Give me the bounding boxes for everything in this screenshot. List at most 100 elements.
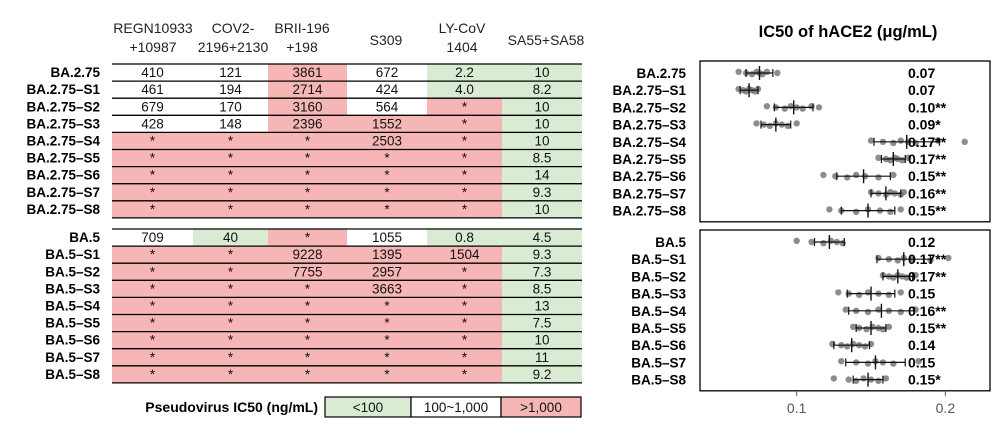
cell-bg-BA.5–S6-2 — [193, 331, 268, 349]
cell-value: * — [305, 168, 311, 183]
cell-bg-BA.5–S4-5 — [427, 297, 502, 315]
cell-bg-BA.2.75–S5-1 — [112, 149, 193, 167]
cell-value: * — [305, 367, 311, 382]
cell-value: * — [228, 299, 234, 314]
column-header-3-line-1: BRII-196 — [274, 20, 329, 36]
cell-bg-BA.2.75–S4-1 — [112, 132, 193, 150]
cell-bg-BA.5–S5-5 — [427, 314, 502, 332]
data-point — [766, 122, 774, 129]
cell-bg-BA.2.75–S2-6 — [502, 98, 582, 116]
plot-title: IC50 of hACE2 (μg/mL) — [759, 23, 938, 41]
data-point — [915, 358, 922, 365]
cell-value: 10 — [534, 333, 549, 348]
cell-value: * — [462, 202, 468, 217]
cell-value: 10 — [534, 134, 549, 149]
cell-bg-BA.2.75–S4-4 — [347, 132, 427, 150]
plot-row-label: BA.5–S6 — [631, 338, 686, 353]
data-point — [838, 358, 845, 365]
row-label: BA.5–S3 — [45, 281, 100, 296]
cell-bg-BA.5–S6-3 — [268, 331, 347, 349]
data-point — [835, 289, 842, 296]
cell-value: * — [150, 316, 156, 331]
cell-value: 10 — [534, 65, 549, 80]
cell-value: * — [228, 247, 234, 262]
cell-value: 7.5 — [533, 316, 552, 331]
cell-value: * — [228, 168, 234, 183]
cell-value: * — [305, 316, 311, 331]
cell-bg-BA.5–S6-1 — [112, 331, 193, 349]
cell-value: * — [150, 202, 156, 217]
cell-value: 8.5 — [533, 281, 552, 296]
cell-value: 672 — [376, 65, 399, 80]
cell-bg-BA.5–S2-2 — [193, 263, 268, 281]
cell-bg-BA.2.75–S3-3 — [268, 115, 347, 133]
data-point — [875, 254, 882, 262]
cell-value: * — [462, 99, 468, 114]
data-point — [897, 289, 904, 296]
data-point — [890, 139, 897, 147]
cell-bg-BA.2.75–S6-6 — [502, 166, 582, 184]
plot-row-label: BA.5–S4 — [631, 304, 686, 319]
cell-bg-BA.5-2 — [193, 229, 268, 247]
cell-value: * — [228, 264, 234, 279]
column-header-2-line-2: 2196+2130 — [198, 39, 269, 55]
cell-value: * — [462, 281, 468, 296]
data-point — [869, 323, 876, 330]
legend-label: <100 — [353, 400, 383, 415]
mean-value-label: 0.17** — [908, 268, 947, 284]
data-point — [763, 103, 771, 110]
data-point — [844, 174, 851, 181]
cell-bg-BA.2.75–S8-2 — [193, 200, 268, 218]
cell-bg-BA.5–S7-6 — [502, 348, 582, 366]
cell-bg-BA.2.75–S7-2 — [193, 183, 268, 201]
plot-row-label: BA.5–S3 — [631, 287, 686, 302]
cell-bg-BA.2.75–S8-4 — [347, 200, 427, 218]
data-point — [849, 323, 857, 330]
cell-value: * — [462, 134, 468, 149]
cell-bg-BA.5–S8-1 — [112, 365, 193, 383]
data-point — [793, 237, 800, 244]
cell-value: * — [384, 185, 390, 200]
cell-bg-BA.5–S4-2 — [193, 297, 268, 315]
row-label: BA.2.75–S1 — [26, 82, 100, 97]
data-point — [815, 104, 823, 111]
cell-bg-BA.2.75–S7-6 — [502, 183, 582, 201]
cell-bg-BA.5–S1-4 — [347, 246, 427, 264]
cell-bg-BA.5–S1-5 — [427, 246, 502, 264]
cell-value: * — [384, 168, 390, 183]
cell-value: 1552 — [372, 116, 402, 131]
cell-bg-BA.5–S8-2 — [193, 365, 268, 383]
data-point — [961, 138, 968, 145]
data-point — [774, 69, 781, 77]
data-point — [784, 122, 791, 129]
cell-bg-BA.2.75–S3-1 — [112, 115, 193, 133]
data-point — [890, 171, 897, 179]
data-point — [867, 137, 875, 144]
cell-value: * — [150, 168, 156, 183]
legend-swatch-red — [500, 396, 582, 418]
column-header-5-line-2: 1404 — [446, 39, 477, 55]
cell-bg-BA.2.75–S7-5 — [427, 183, 502, 201]
data-point — [897, 206, 904, 213]
cell-value: * — [150, 264, 156, 279]
cell-bg-BA.2.75–S2-1 — [112, 98, 193, 116]
data-point — [864, 289, 872, 296]
cell-value: * — [462, 367, 468, 382]
cell-bg-BA.5-1 — [112, 229, 193, 247]
mean-value-label: 0.17** — [908, 151, 947, 167]
mean-value-label: 0.07 — [908, 82, 935, 98]
cell-bg-BA.2.75–S4-5 — [427, 132, 502, 150]
data-point — [852, 377, 860, 384]
cell-value: 8.2 — [533, 82, 552, 97]
cell-bg-BA.5–S1-2 — [193, 246, 268, 264]
cell-value: 2396 — [292, 116, 322, 131]
cell-bg-BA.5–S2-3 — [268, 263, 347, 281]
cell-value: * — [384, 367, 390, 382]
cell-value: 2503 — [372, 134, 402, 149]
row-label: BA.5–S8 — [45, 367, 100, 382]
data-point — [912, 272, 919, 279]
cell-bg-BA.2.75–S5-3 — [268, 149, 347, 167]
row-label: BA.5–S4 — [45, 299, 100, 314]
cell-value: 428 — [141, 116, 164, 131]
cell-bg-BA.2.75–S5-5 — [427, 149, 502, 167]
